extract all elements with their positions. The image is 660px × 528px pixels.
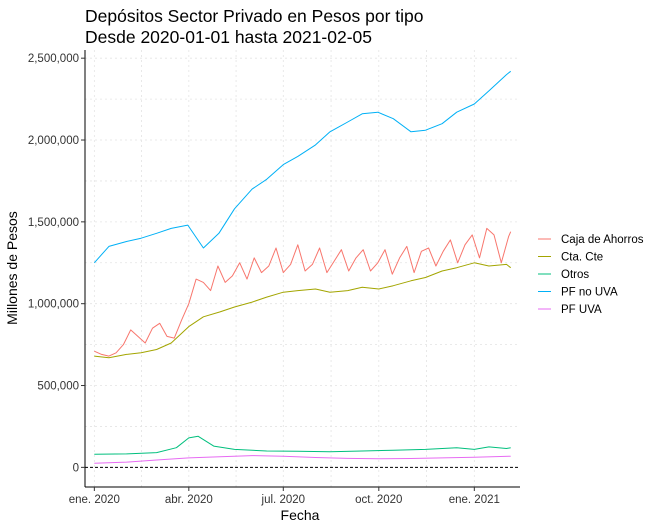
x-tick-label-2: jul. 2020: [261, 494, 305, 506]
legend-label-4: PF UVA: [561, 304, 602, 316]
series-lines: [93, 70, 512, 464]
x-tick-label-1: abr. 2020: [165, 494, 213, 506]
series-line-3: [93, 70, 512, 264]
series-line-0: [94, 227, 512, 357]
y-tick-label-1: 500,000: [37, 381, 79, 393]
legend: Caja de Ahorros Cta. Cte Otros PF no UVA PF …: [538, 234, 644, 316]
y-tick-label-2: 1,000,000: [28, 299, 79, 311]
y-tick-label-5: 2,500,000: [28, 53, 79, 65]
y-axis-title: Millones de Pesos: [4, 211, 20, 325]
series-line-4: [94, 455, 511, 464]
x-axis-title: Fecha: [281, 507, 320, 523]
legend-label-0: Caja de Ahorros: [561, 234, 644, 246]
x-tick-label-0: ene. 2020: [69, 494, 120, 506]
y-axis-ticks: 0 500,000 1,000,000 1,500,000 2,000,000 2,500…: [28, 53, 85, 474]
x-axis-ticks: ene. 2020 abr. 2020 jul. 2020 oct. 2020 ene.…: [69, 487, 500, 506]
chart-subtitle: Desde 2020-01-01 hasta 2021-02-05: [85, 27, 372, 47]
y-tick-label-3: 1,500,000: [28, 217, 79, 229]
legend-label-1: Cta. Cte: [561, 252, 603, 264]
y-tick-label-0: 0: [73, 462, 79, 474]
chart-title: Depósitos Sector Privado en Pesos por ti…: [85, 6, 424, 26]
x-tick-label-3: oct. 2020: [355, 494, 402, 506]
x-tick-label-4: ene. 2021: [449, 494, 500, 506]
series-line-2: [94, 435, 511, 455]
legend-label-2: Otros: [561, 269, 589, 281]
y-tick-label-4: 2,000,000: [28, 135, 79, 147]
legend-label-3: PF no UVA: [561, 287, 618, 299]
series-line-1: [94, 262, 512, 359]
